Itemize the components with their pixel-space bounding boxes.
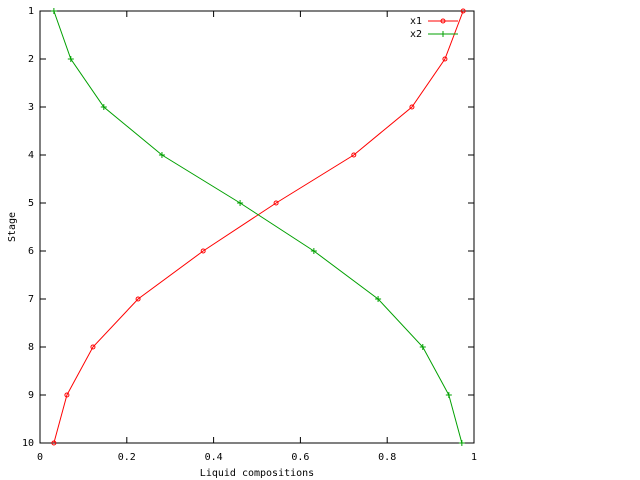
series-line (53, 10, 463, 444)
x-tick-label: 0 (37, 452, 43, 463)
point (310, 248, 317, 254)
y-tick-label: 5 (28, 198, 34, 209)
point (460, 8, 466, 14)
y-tick-label: 2 (28, 54, 34, 65)
x-tick-label: 0.8 (378, 452, 396, 463)
x-tick-label: 0.2 (118, 452, 136, 463)
point (445, 392, 452, 398)
y-tick-label: 4 (28, 150, 34, 161)
point (64, 392, 70, 398)
y-tick-label: 8 (28, 342, 34, 353)
series-line (53, 10, 464, 444)
y-tick-label: 1 (28, 6, 34, 17)
point (237, 200, 244, 206)
point (440, 31, 446, 37)
legend-label: x1 (410, 16, 422, 27)
point (442, 56, 448, 62)
y-tick-label: 10 (22, 438, 34, 449)
y-tick-label: 7 (28, 294, 34, 305)
point (50, 8, 57, 14)
x-axis-label: Liquid compositions (200, 468, 314, 479)
x-tick-label: 0.4 (205, 452, 223, 463)
y-tick-label: 6 (28, 246, 34, 257)
point (90, 344, 96, 350)
point (100, 104, 107, 110)
point (158, 152, 165, 158)
x-tick-label: 0.6 (291, 452, 309, 463)
plot-frame (39, 10, 475, 444)
y-tick-label: 3 (28, 102, 34, 113)
point (200, 248, 206, 254)
point (375, 296, 382, 302)
point (67, 56, 74, 62)
point (458, 440, 465, 446)
y-tick-label: 9 (28, 390, 34, 401)
point (273, 200, 279, 206)
legend-label: x2 (410, 29, 422, 40)
x-tick-label: 1 (471, 452, 477, 463)
point (440, 18, 446, 24)
y-axis-label: Stage (7, 212, 18, 242)
point (351, 152, 357, 158)
point (419, 344, 426, 350)
point (135, 296, 141, 302)
point (409, 104, 415, 110)
point (51, 440, 57, 446)
